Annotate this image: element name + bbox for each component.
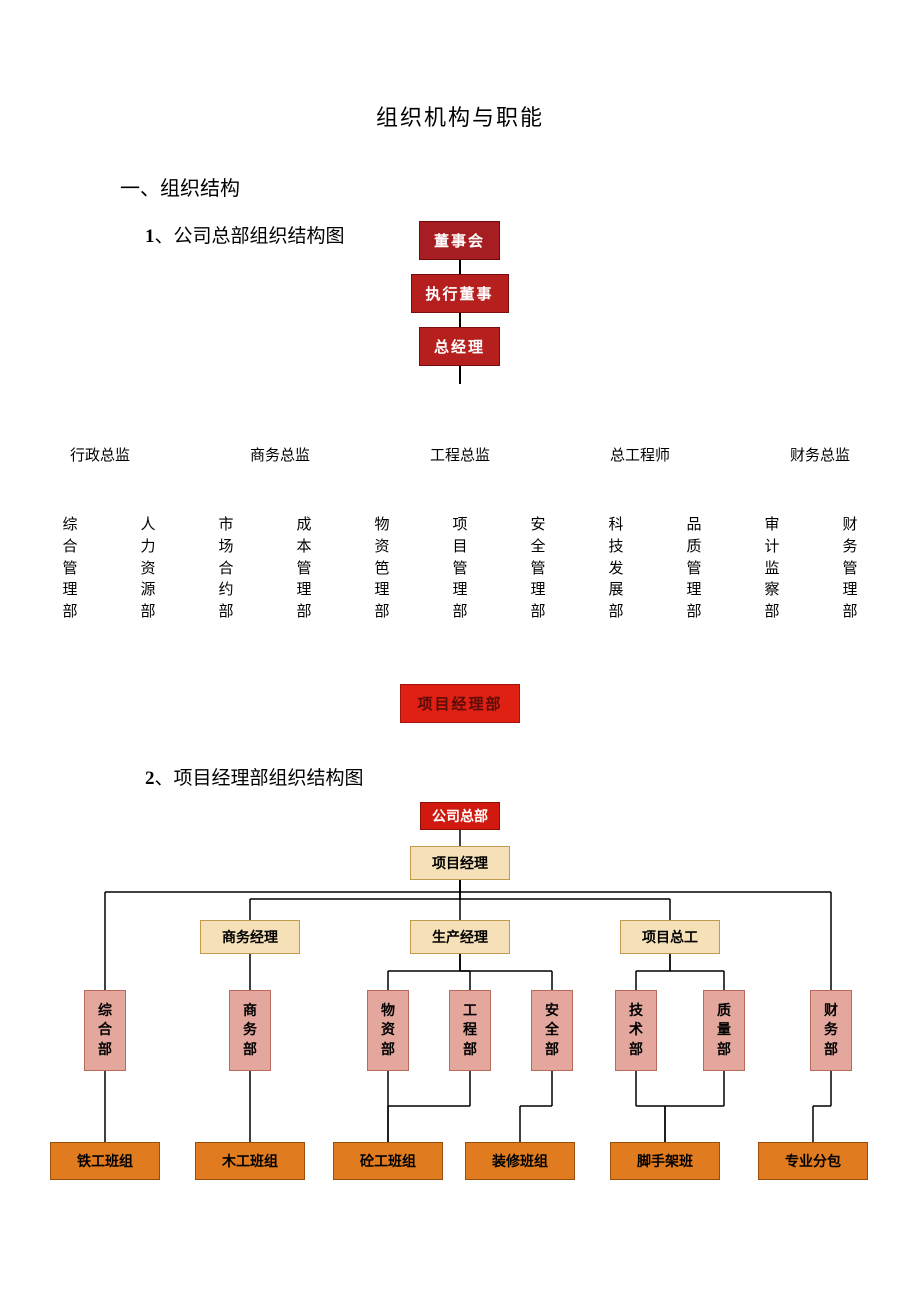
chart2-node-t6: 专业分包: [758, 1142, 868, 1180]
chart1-department: 品质管理部: [684, 515, 704, 624]
chart1-department: 安全管理部: [528, 515, 548, 624]
chart1-bottom-box: 项目经理部: [400, 684, 519, 723]
subsection-2: 2、项目经理部组织结构图: [145, 763, 870, 790]
chart2-node-t4: 装修班组: [465, 1142, 575, 1180]
chart1-top-box: 执行董事: [411, 274, 509, 313]
sub1-num: 1: [145, 226, 155, 247]
chart2-node-d1: 综合部: [84, 990, 126, 1071]
chart2-node-d4: 工程部: [449, 990, 491, 1071]
chart1-department: 综合管理部: [60, 515, 80, 624]
chart2-node-d2: 商务部: [229, 990, 271, 1071]
chart2-node-mgrB: 商务经理: [200, 920, 300, 954]
chart1-director: 财务总监: [780, 444, 860, 465]
chart2-node-pm: 项目经理: [410, 846, 510, 880]
chart2-node-t3: 砼工班组: [333, 1142, 443, 1180]
chart1-director: 商务总监: [240, 444, 320, 465]
chart2-node-d3: 物资部: [367, 990, 409, 1071]
chart1-department: 科技发展部: [606, 515, 626, 624]
chart1-department: 项目管理部: [450, 515, 470, 624]
chart1-top-box: 董事会: [419, 221, 500, 260]
chart1-department: 人力资源部: [138, 515, 158, 624]
chart1-departments-row: 综合管理部 人力资源部 市场合约部 成本管理部 物资笆理部 项目管理部 安全管理部 科技发展部…: [50, 515, 870, 624]
chart1-top-stack: 董事会执行董事总经理: [385, 221, 535, 384]
chart1-department: 物资笆理部: [372, 515, 392, 624]
chart1-directors-row: 行政总监 商务总监 工程总监 总工程师 财务总监: [50, 444, 870, 465]
chart1-department: 财务管理部: [840, 515, 860, 624]
chart2-node-d6: 技术部: [615, 990, 657, 1071]
chart2-node-d7: 质量部: [703, 990, 745, 1071]
sub1-text: 、公司总部组织结构图: [155, 226, 345, 247]
connector-line: [459, 260, 461, 274]
chart2-container: 公司总部项目经理商务经理 生产经理 项目总工综合部 商务部 物资部工程部安全部技术部 质量…: [50, 802, 870, 1202]
chart2-node-t5: 脚手架班: [610, 1142, 720, 1180]
connector-line: [459, 366, 461, 384]
section-heading: 一、组织结构: [120, 172, 870, 201]
chart2-node-mgrP: 生产经理: [410, 920, 510, 954]
chart1-department: 成本管理部: [294, 515, 314, 624]
sub2-num: 2: [145, 768, 155, 789]
chart2-node-d8: 财务部: [810, 990, 852, 1071]
doc-title: 组织机构与职能: [50, 100, 870, 132]
chart2-node-t2: 木工班组: [195, 1142, 305, 1180]
chart1-top-box: 总经理: [419, 327, 500, 366]
sub2-text: 、项目经理部组织结构图: [155, 768, 364, 789]
connector-line: [459, 313, 461, 327]
chart1-director: 工程总监: [420, 444, 500, 465]
chart1-department: 审计监察部: [762, 515, 782, 624]
chart1-department: 市场合约部: [216, 515, 236, 624]
chart1-director: 行政总监: [60, 444, 140, 465]
chart2-node-hq: 公司总部: [420, 802, 500, 830]
chart2-node-d5: 安全部: [531, 990, 573, 1071]
chart2-node-t1: 铁工班组: [50, 1142, 160, 1180]
chart1-director: 总工程师: [600, 444, 680, 465]
chart2-node-mgrE: 项目总工: [620, 920, 720, 954]
subsection-1: 1、公司总部组织结构图: [145, 221, 345, 248]
